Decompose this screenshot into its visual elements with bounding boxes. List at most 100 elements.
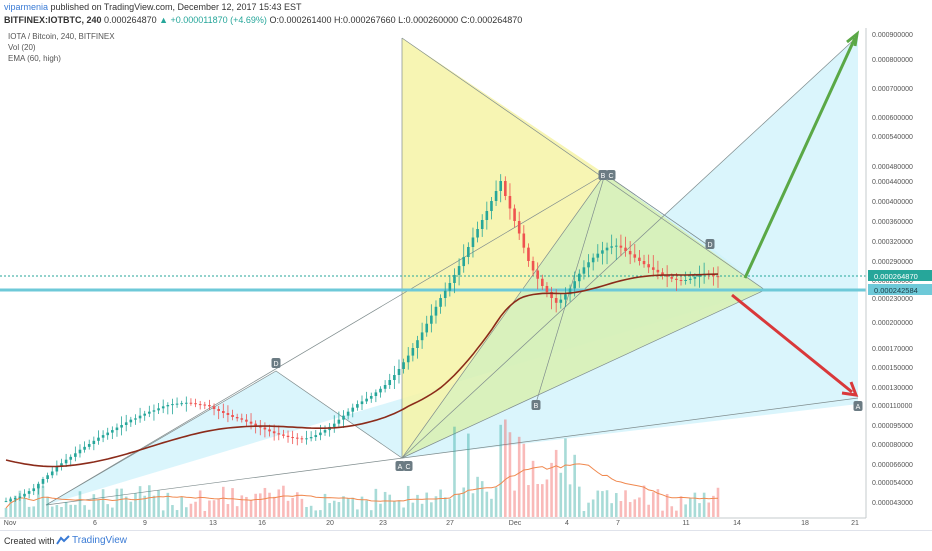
- volume-bar: [582, 510, 586, 517]
- volume-bar: [591, 499, 595, 517]
- candle-body: [587, 262, 590, 268]
- x-tick-label: 27: [446, 520, 454, 527]
- volume-bar: [9, 497, 12, 517]
- volume-bar: [245, 496, 248, 517]
- x-tick-label: 20: [326, 520, 334, 527]
- volume-bar: [305, 506, 308, 517]
- candle-body: [684, 280, 687, 281]
- candle-body: [50, 471, 54, 476]
- author-link[interactable]: viparmenia: [4, 2, 49, 12]
- candle-body: [272, 431, 276, 434]
- candle-body: [32, 488, 36, 492]
- y-tick-label: 0.000200000: [872, 320, 913, 327]
- candle-body: [374, 392, 378, 396]
- candle-body: [83, 446, 86, 450]
- volume-bar: [157, 490, 160, 517]
- candle-body: [568, 288, 572, 295]
- volume-bar: [397, 500, 401, 517]
- volume-bar: [647, 504, 650, 517]
- y-tick-label: 0.000480000: [872, 164, 913, 171]
- pattern-fill-green: [402, 174, 765, 458]
- candle-body: [541, 278, 544, 286]
- volume-bar: [545, 479, 549, 517]
- x-tick-label: 23: [379, 520, 387, 527]
- candle-body: [480, 220, 484, 229]
- volume-bar: [129, 501, 133, 517]
- pattern-label: B: [601, 173, 606, 180]
- candle-body: [87, 444, 91, 447]
- volume-bar: [406, 485, 410, 517]
- volume-bar: [416, 494, 419, 517]
- candle-body: [499, 181, 503, 191]
- candle-body: [138, 415, 142, 419]
- candle-body: [69, 456, 73, 460]
- volume-bar: [97, 499, 100, 517]
- candle-body: [471, 237, 475, 247]
- candle-body: [268, 429, 271, 432]
- price-chart[interactable]: DA CBB CDA IOTA / Bitcoin, 240, BITFINEX V…: [0, 28, 932, 530]
- volume-bar: [161, 510, 165, 517]
- pattern-fill-yellow: [402, 38, 605, 458]
- bearish-projection-arrow: [731, 293, 853, 394]
- candle-body: [185, 402, 188, 404]
- candle-body: [212, 406, 216, 409]
- candle-body: [55, 467, 59, 472]
- candle-body: [582, 267, 586, 274]
- candle-body: [467, 247, 470, 257]
- volume-bar: [499, 424, 503, 517]
- publish-line: viparmenia published on TradingView.com,…: [4, 1, 302, 14]
- volume-ma-line: [5, 463, 719, 509]
- volume-bar: [282, 485, 285, 517]
- volume-bar: [559, 472, 563, 517]
- y-tick-label: 0.000800000: [872, 57, 913, 64]
- price-change: ▲ +0.000011870 (+4.69%): [159, 15, 267, 25]
- candle-body: [9, 499, 12, 502]
- candle-body: [522, 233, 526, 248]
- volume-bar: [665, 493, 669, 517]
- volume-bar: [235, 506, 239, 517]
- candle-body: [633, 254, 637, 258]
- ema-line: [5, 273, 719, 468]
- volume-bar: [198, 490, 202, 517]
- candle-body: [97, 437, 100, 441]
- volume-bar: [702, 492, 706, 517]
- ohlc-low: L:0.000260000: [398, 15, 459, 25]
- candle-body: [300, 438, 304, 440]
- candle-body: [647, 264, 650, 268]
- volume-bar: [124, 496, 128, 517]
- bullish-projection-arrow: [743, 37, 857, 279]
- volume-bar: [494, 487, 498, 517]
- candle-body: [263, 427, 267, 430]
- volume-bar: [480, 481, 484, 517]
- volume-bar: [332, 500, 336, 517]
- candle-body: [619, 245, 623, 248]
- y-tick-label: 0.000054000: [872, 480, 913, 487]
- candle-body: [536, 270, 539, 279]
- x-tick-label: 7: [616, 520, 620, 527]
- volume-bar: [554, 449, 558, 517]
- x-tick-label: 9: [143, 520, 147, 527]
- candle-body: [157, 408, 160, 411]
- candle-body: [129, 419, 133, 423]
- candle-body: [420, 332, 424, 341]
- candle-body: [115, 427, 119, 431]
- volume-bar: [624, 490, 627, 517]
- tradingview-brand-link[interactable]: TradingView: [72, 535, 128, 546]
- y-tick-label: 0.000230000: [872, 296, 913, 303]
- candle-body: [249, 421, 253, 424]
- candle-body: [41, 479, 45, 484]
- candle-body: [439, 298, 442, 307]
- volume-bar: [171, 505, 174, 517]
- candle-body: [27, 491, 31, 494]
- created-with-label: Created with: [4, 536, 55, 546]
- candle-body: [554, 298, 558, 303]
- volume-bar: [69, 504, 73, 517]
- pattern-label: C: [608, 173, 613, 180]
- candle-body: [342, 415, 345, 420]
- pattern-label-box: [271, 358, 281, 368]
- volume-bar: [92, 494, 96, 517]
- candle-body: [425, 323, 429, 333]
- y-tick-label: 0.000043000: [872, 500, 913, 507]
- pattern-label-box: [531, 400, 541, 410]
- volume-bar: [504, 419, 507, 517]
